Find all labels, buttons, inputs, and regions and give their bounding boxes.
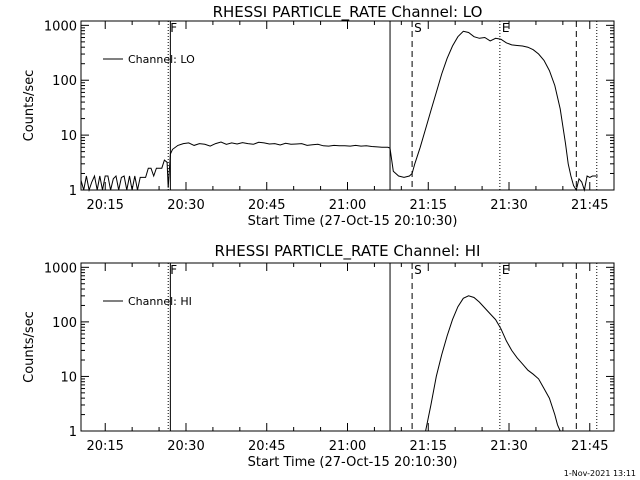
x-axis-label: Start Time (27-Oct-15 20:10:30) [248, 455, 458, 470]
x-tick-label: 20:45 [248, 439, 285, 454]
x-tick-label: 21:30 [490, 439, 527, 454]
y-tick-label: 100 [52, 74, 77, 89]
x-tick-label: 20:15 [86, 198, 123, 213]
timestamp-label: 1-Nov-2021 13:11 [564, 469, 636, 478]
x-tick-label: 20:30 [167, 198, 204, 213]
event-marker-label: E [502, 263, 510, 277]
y-axis-label: Counts/sec [22, 70, 37, 142]
x-tick-label: 21:30 [490, 198, 527, 213]
plot-frame [80, 262, 615, 432]
legend-entry: Channel: LO [128, 53, 195, 66]
x-tick-label: 21:45 [571, 439, 608, 454]
x-axis-label: Start Time (27-Oct-15 20:10:30) [248, 214, 458, 229]
x-tick-label: 21:15 [410, 198, 447, 213]
chart-title: RHESSI PARTICLE_RATE Channel: LO [213, 3, 483, 22]
chart-title: RHESSI PARTICLE_RATE Channel: HI [215, 242, 481, 261]
x-tick-label: 21:45 [571, 198, 608, 213]
event-marker-label: F [170, 21, 177, 35]
event-marker-label: S [414, 21, 422, 35]
y-axis-label: Counts/sec [22, 311, 37, 383]
event-marker-label: F [170, 263, 177, 277]
plot-frame [80, 20, 615, 191]
chart-panel-lo: RHESSI PARTICLE_RATE Channel: LO Start T… [22, 3, 615, 229]
event-marker-label: S [414, 263, 422, 277]
y-tick-label: 1000 [44, 261, 77, 276]
legend-entry: Channel: HI [128, 295, 192, 308]
y-tick-label: 10 [60, 129, 77, 144]
x-tick-label: 21:00 [329, 198, 366, 213]
y-tick-label: 1 [69, 425, 77, 440]
y-tick-label: 1 [69, 184, 77, 199]
y-tick-label: 1000 [44, 19, 77, 34]
x-tick-label: 20:15 [86, 439, 123, 454]
event-marker-label: E [502, 21, 510, 35]
x-tick-label: 20:30 [167, 439, 204, 454]
y-tick-label: 10 [60, 370, 77, 385]
x-tick-label: 21:15 [410, 439, 447, 454]
y-tick-label: 100 [52, 316, 77, 331]
data-series-line [425, 295, 561, 432]
x-tick-label: 20:45 [248, 198, 285, 213]
chart-panel-hi: RHESSI PARTICLE_RATE Channel: HI Start T… [22, 242, 615, 470]
data-series-line [80, 30, 598, 192]
x-tick-label: 21:00 [329, 439, 366, 454]
